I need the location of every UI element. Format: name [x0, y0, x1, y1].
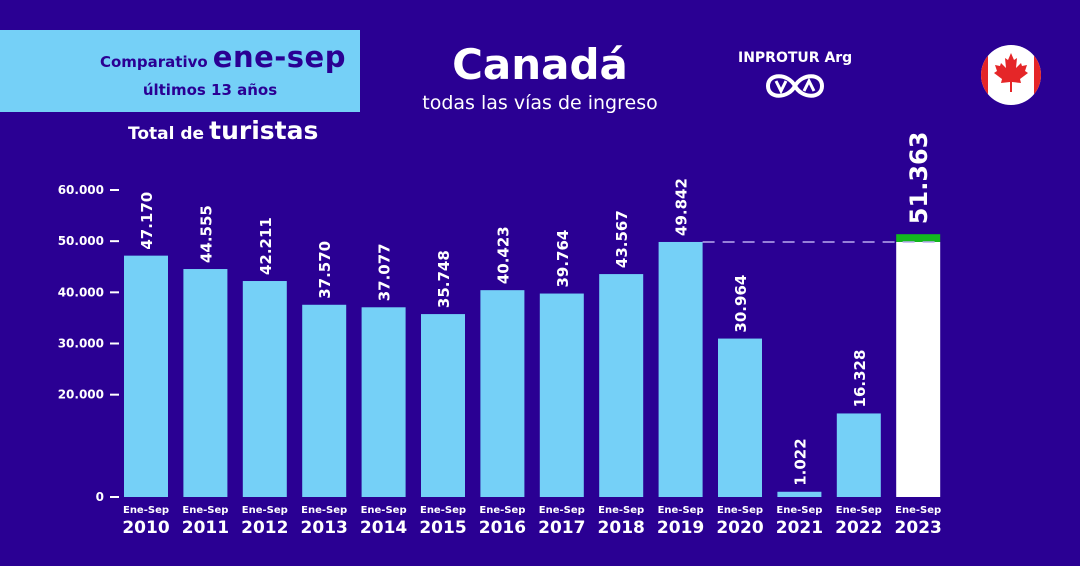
banner-period: ene-sep [212, 40, 346, 74]
y-tick-label: 60.000 [58, 183, 104, 197]
x-tick-prefix: Ene-Sep [123, 505, 169, 516]
x-tick-prefix: Ene-Sep [361, 505, 407, 516]
bar [539, 293, 584, 497]
banner-line-1: Comparativo ene-sep [100, 40, 346, 74]
banner-subtitle: últimos 13 años [142, 81, 278, 99]
value-label: 43.567 [613, 210, 631, 268]
y-axis-title-prefix: Total de [128, 124, 205, 144]
x-tick-label: 2019 [657, 518, 704, 538]
y-tick-label: 20.000 [58, 388, 104, 402]
value-label: 49.842 [673, 178, 691, 236]
y-tick-label: 30.000 [58, 337, 104, 351]
bar [183, 269, 228, 497]
x-tick-label: 2011 [182, 518, 229, 538]
page-title: Canadá [452, 40, 628, 89]
x-tick-prefix: Ene-Sep [420, 505, 466, 516]
bar [599, 274, 644, 497]
x-tick-prefix: Ene-Sep [301, 505, 347, 516]
x-tick-prefix: Ene-Sep [895, 505, 941, 516]
x-tick-label: 2016 [479, 518, 526, 538]
bar [658, 241, 703, 497]
logo-text: INPROTUR Arg [738, 50, 853, 66]
x-tick-label: 2021 [776, 518, 823, 538]
value-label: 30.964 [732, 275, 750, 333]
x-tick-label: 2015 [419, 518, 466, 538]
bar-2023-base [896, 241, 941, 497]
x-tick-label: 2023 [895, 518, 942, 538]
comparison-banner: Comparativo ene-sep últimos 13 años [0, 30, 360, 112]
value-label: 47.170 [138, 192, 156, 250]
value-label: 39.764 [554, 230, 572, 288]
x-tick-prefix: Ene-Sep [658, 505, 704, 516]
x-tick-label: 2020 [716, 518, 763, 538]
value-label: 51.363 [905, 132, 933, 225]
bar [124, 255, 168, 497]
x-tick-label: 2013 [301, 518, 348, 538]
y-tick-label: 50.000 [58, 234, 104, 248]
value-label: 44.555 [197, 205, 215, 263]
bar [480, 290, 525, 497]
bar [836, 413, 881, 497]
x-tick-prefix: Ene-Sep [836, 505, 882, 516]
x-tick-label: 2014 [360, 518, 407, 538]
value-label: 40.423 [494, 226, 512, 284]
bar [361, 307, 406, 497]
bar-2023-growth [896, 234, 941, 242]
bar [777, 491, 822, 497]
x-tick-label: 2018 [598, 518, 645, 538]
value-label: 42.211 [257, 217, 275, 275]
x-tick-prefix: Ene-Sep [717, 505, 763, 516]
x-tick-prefix: Ene-Sep [598, 505, 644, 516]
value-label: 16.328 [851, 350, 869, 408]
x-tick-prefix: Ene-Sep [776, 505, 822, 516]
bar [421, 314, 465, 497]
y-tick-label: 0 [96, 490, 104, 504]
x-tick-label: 2022 [835, 518, 882, 538]
x-tick-prefix: Ene-Sep [182, 505, 228, 516]
x-tick-prefix: Ene-Sep [242, 505, 288, 516]
banner-prefix: Comparativo [99, 53, 208, 71]
page-subtitle: todas las vías de ingreso [422, 92, 658, 114]
inprotur-logo: INPROTUR Arg [738, 50, 852, 107]
value-label: 1.022 [791, 438, 809, 485]
x-tick-prefix: Ene-Sep [539, 505, 585, 516]
infinity-va-icon [765, 74, 825, 98]
x-tick-label: 2017 [538, 518, 585, 538]
value-label: 37.570 [316, 241, 334, 299]
bar [242, 281, 287, 497]
bar [302, 304, 347, 497]
y-axis-title: Total de turistas [128, 116, 318, 145]
canada-flag-icon [981, 45, 1041, 105]
bar [718, 338, 762, 497]
x-tick-prefix: Ene-Sep [479, 505, 525, 516]
x-tick-label: 2012 [241, 518, 288, 538]
x-tick-label: 2010 [122, 518, 169, 538]
y-axis-title-word: turistas [209, 116, 319, 145]
value-label: 35.748 [435, 250, 453, 308]
value-label: 37.077 [376, 243, 394, 301]
y-tick-label: 40.000 [58, 285, 104, 299]
